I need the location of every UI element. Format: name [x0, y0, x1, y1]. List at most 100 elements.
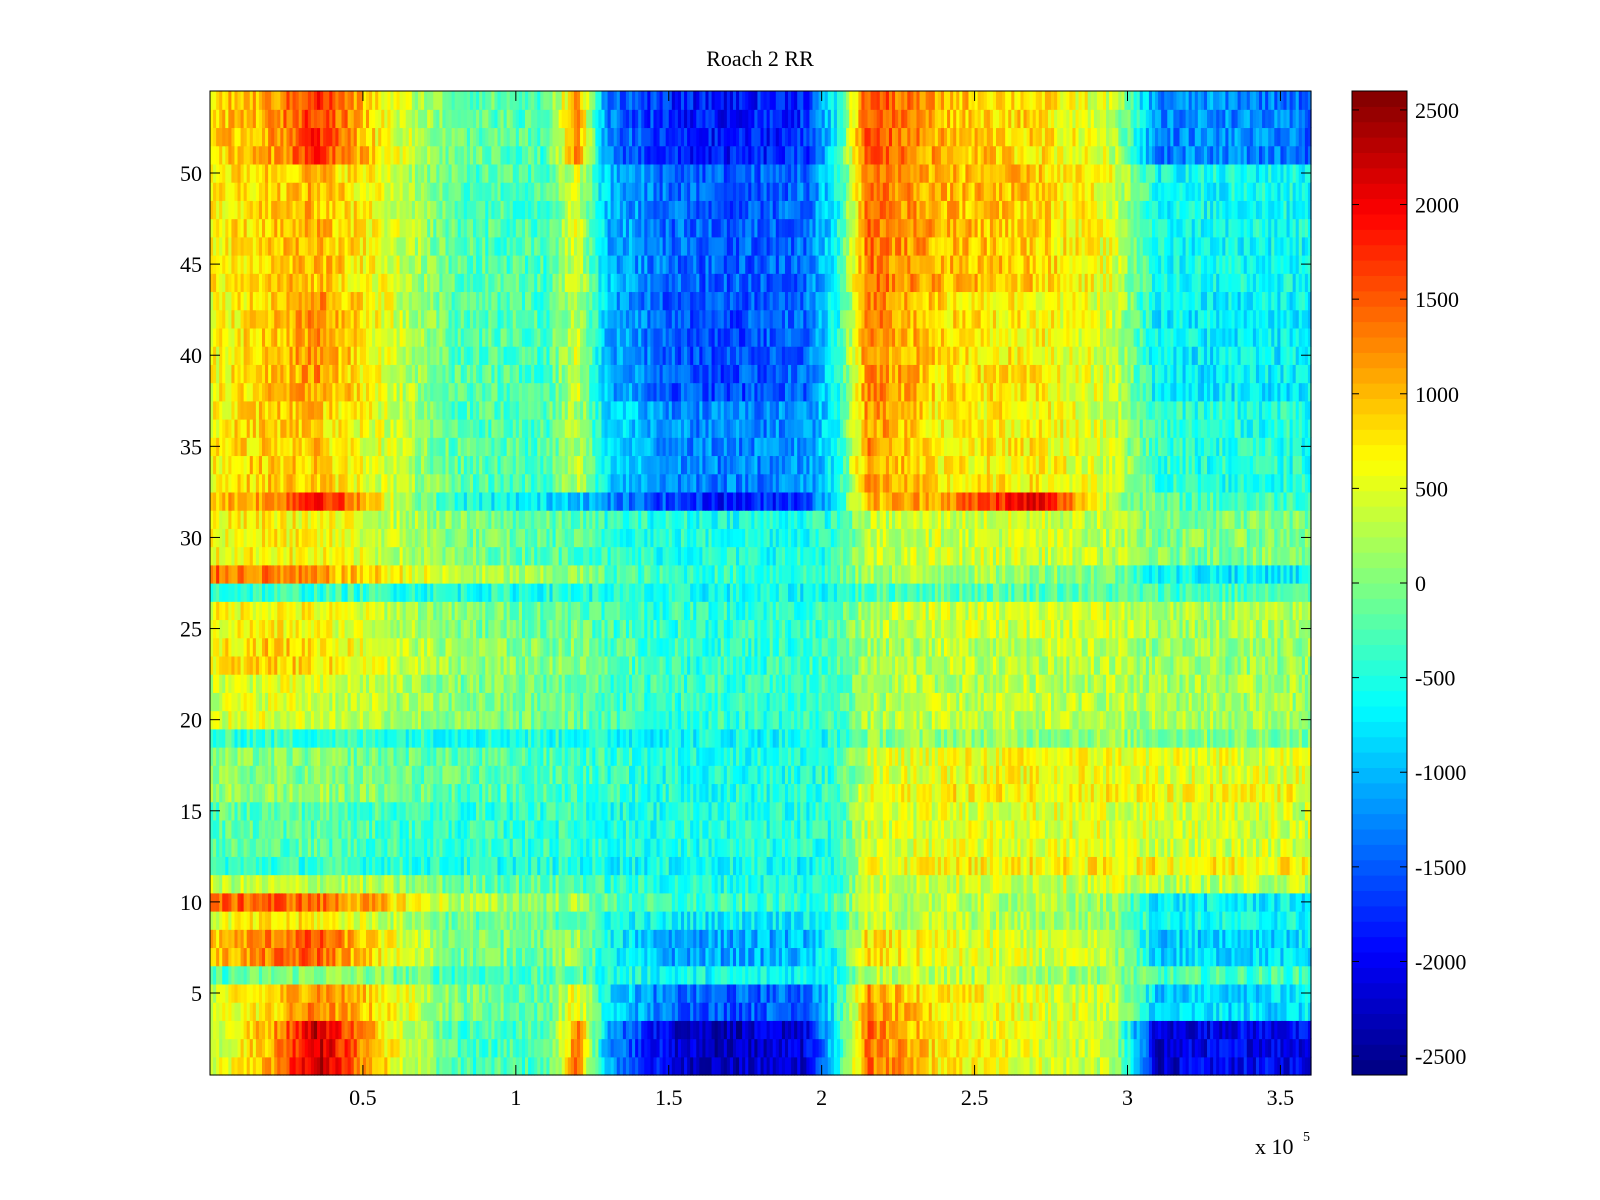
heatmap-cell: [1240, 965, 1245, 985]
heatmap-cell: [644, 1038, 648, 1058]
heatmap-cell: [439, 1020, 444, 1040]
heatmap-cell: [1301, 1002, 1306, 1021]
heatmap-cell: [549, 1002, 554, 1021]
heatmap-cell: [1231, 965, 1236, 985]
heatmap-cell: [274, 983, 278, 1003]
heatmap-cell: [1054, 1002, 1058, 1021]
heatmap-cell: [1130, 1020, 1135, 1040]
heatmap-cell: [794, 1020, 798, 1040]
heatmap-cell: [742, 1020, 746, 1040]
heatmap-cell: [482, 947, 486, 967]
heatmap-cell: [1234, 965, 1239, 985]
heatmap-cell: [1133, 1002, 1138, 1021]
heatmap-cell: [980, 1002, 985, 1021]
heatmap-cell: [601, 965, 606, 985]
heatmap-cell: [454, 1020, 459, 1040]
heatmap-cell: [916, 1020, 921, 1040]
heatmap-cell: [323, 965, 327, 985]
heatmap-cell: [907, 965, 911, 985]
heatmap-cell: [699, 1002, 703, 1021]
heatmap-cell: [249, 1020, 254, 1040]
heatmap-cell: [1283, 1038, 1288, 1058]
heatmap-cell: [286, 947, 291, 967]
heatmap-cell: [1304, 1038, 1309, 1058]
heatmap-cell: [1167, 1038, 1171, 1058]
heatmap-cell: [858, 1020, 863, 1040]
heatmap-cell: [534, 947, 538, 967]
heatmap-cell: [781, 1020, 786, 1040]
heatmap-cell: [567, 1002, 572, 1021]
heatmap-cell: [934, 1020, 939, 1040]
heatmap-cell: [840, 1002, 844, 1021]
heatmap-cell: [674, 965, 679, 985]
heatmap-cell: [895, 983, 899, 1003]
heatmap-cell: [280, 1056, 284, 1076]
heatmap-cell: [350, 1002, 355, 1021]
heatmap-cell: [965, 983, 970, 1003]
heatmap-cell: [656, 1020, 661, 1040]
heatmap-cell: [1057, 965, 1061, 985]
heatmap-cell: [546, 1056, 551, 1076]
heatmap-cell: [986, 1020, 991, 1040]
heatmap-cell: [552, 1020, 557, 1040]
heatmap-cell: [751, 983, 755, 1003]
heatmap-cell: [907, 983, 911, 1003]
heatmap-cell: [362, 947, 367, 967]
heatmap-cell: [1142, 965, 1147, 985]
heatmap-cell: [1020, 1020, 1025, 1040]
heatmap-cell: [555, 1020, 560, 1040]
heatmap-cell: [763, 1020, 768, 1040]
heatmap-cell: [934, 1002, 939, 1021]
heatmap-cell: [598, 965, 603, 985]
heatmap-cell: [436, 1002, 440, 1021]
heatmap-cell: [222, 965, 226, 985]
heatmap-cell: [947, 983, 951, 1003]
heatmap-cell: [604, 965, 609, 985]
heatmap-cell: [317, 965, 321, 985]
heatmap-cell: [928, 965, 933, 985]
heatmap-cell: [797, 1002, 801, 1021]
heatmap-cell: [818, 1020, 823, 1040]
heatmap-cell: [589, 983, 593, 1003]
heatmap-cell: [1127, 965, 1132, 985]
heatmap-cell: [225, 1002, 229, 1021]
heatmap-cell: [739, 1038, 743, 1058]
heatmap-cell: [1054, 1038, 1058, 1058]
heatmap-cell: [922, 1020, 927, 1040]
heatmap-cell: [598, 983, 603, 1003]
heatmap-cell: [289, 983, 294, 1003]
heatmap-cell: [940, 1038, 945, 1058]
heatmap-cell: [821, 965, 826, 985]
heatmap-cell: [280, 983, 284, 1003]
heatmap-cell: [310, 1020, 315, 1040]
heatmap-cell: [757, 983, 762, 1003]
heatmap-cell: [977, 1056, 982, 1076]
heatmap-cell: [310, 1056, 315, 1076]
heatmap-cell: [1271, 965, 1275, 985]
heatmap-cell: [1176, 1002, 1181, 1021]
heatmap-cell: [1066, 1056, 1070, 1076]
heatmap-cell: [528, 1020, 532, 1040]
heatmap-cell: [283, 965, 288, 985]
heatmap-cell: [1005, 965, 1009, 985]
heatmap-cell: [919, 965, 924, 985]
heatmap-cell: [705, 1020, 710, 1040]
heatmap-cell: [313, 1020, 318, 1040]
heatmap-cell: [879, 983, 884, 1003]
heatmap-cell: [261, 947, 266, 967]
heatmap-cell: [1151, 983, 1156, 1003]
heatmap-cell: [405, 965, 410, 985]
heatmap-cell: [445, 1056, 450, 1076]
heatmap-cell: [372, 1038, 376, 1058]
heatmap-cell: [971, 1002, 976, 1021]
heatmap-cell: [555, 983, 560, 1003]
heatmap-cell: [537, 947, 541, 967]
heatmap-cell: [310, 983, 315, 1003]
heatmap-cell: [439, 983, 444, 1003]
heatmap-cell: [974, 1020, 979, 1040]
heatmap-cell: [901, 983, 905, 1003]
heatmap-cell: [1161, 1020, 1165, 1040]
heatmap-cell: [601, 1020, 606, 1040]
heatmap-cell: [332, 947, 336, 967]
heatmap-cell: [1041, 965, 1046, 985]
